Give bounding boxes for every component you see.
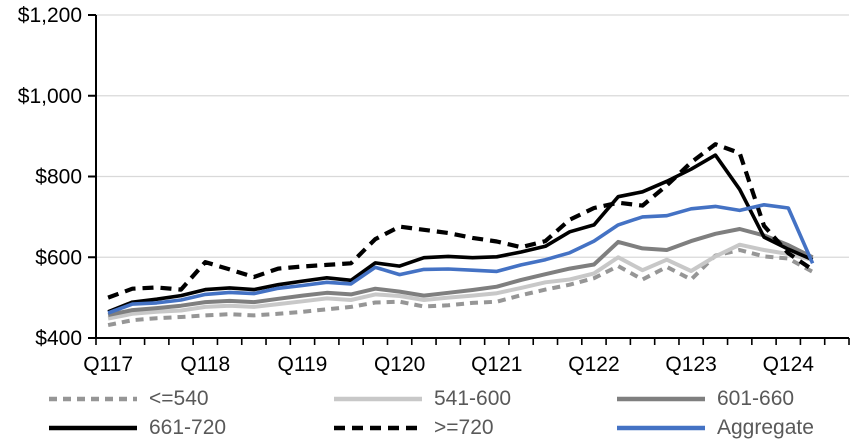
legend-item-541-600: 541-600 <box>333 387 511 411</box>
series-line-720 <box>107 142 814 300</box>
legend-line-sample-dashed-gray <box>49 396 137 402</box>
legend-label: 661-720 <box>149 416 227 439</box>
y-axis-label: $400 <box>35 327 82 350</box>
legend-label: 601-660 <box>717 387 795 410</box>
series-line-661-720 <box>107 153 814 314</box>
legend-item-aggregate: Aggregate <box>616 416 814 440</box>
legend-line-sample-dark-gray <box>617 396 705 402</box>
legend-label: >=720 <box>434 416 494 439</box>
x-axis-label: Q117 <box>83 353 133 376</box>
x-axis-label: Q120 <box>374 353 425 376</box>
series-line-601-660 <box>107 227 814 317</box>
y-axis-label: $600 <box>35 246 82 269</box>
series-line-540 <box>107 248 814 328</box>
legend-item-le540: <=540 <box>48 387 209 411</box>
x-axis-label: Q123 <box>665 353 716 376</box>
legend-label: 541-600 <box>434 387 512 410</box>
x-axis-label: Q121 <box>471 353 522 376</box>
legend-line-sample-light-gray <box>334 396 422 402</box>
x-axis-label: Q124 <box>763 353 815 376</box>
series-line-541-600 <box>107 242 814 321</box>
legend-item-ge720: >=720 <box>333 416 494 440</box>
y-axis-label: $1,000 <box>18 85 82 108</box>
y-axis-label: $800 <box>35 166 82 189</box>
legend-item-661-720: 661-720 <box>48 416 226 440</box>
legend-item-601-660: 601-660 <box>616 387 794 411</box>
y-axis-label: $1,200 <box>18 4 82 27</box>
legend-label: <=540 <box>149 387 209 410</box>
series-line-aggregate <box>107 203 815 315</box>
x-axis-label: Q122 <box>568 353 619 376</box>
legend-label: Aggregate <box>717 416 814 439</box>
x-axis-label: Q119 <box>278 353 328 376</box>
legend-line-sample-black-dashed <box>334 425 422 431</box>
legend-line-sample-blue <box>617 425 705 431</box>
legend-line-sample-black-solid <box>49 425 137 431</box>
plot-area: $400 $600 $800 $1,000 $1,200 Q117 Q118 Q119 Q120… <box>18 4 850 376</box>
x-axis-label: Q118 <box>180 353 230 376</box>
